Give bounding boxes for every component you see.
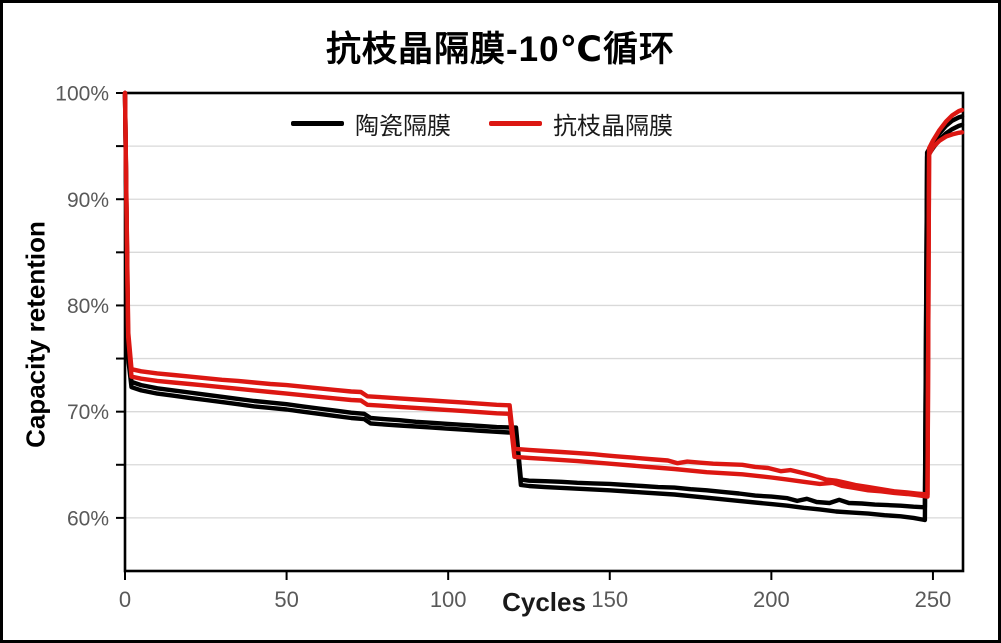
legend: 陶瓷隔膜 抗枝晶隔膜 [291,106,673,141]
series-anti-dendrite-b [122,90,965,499]
line-chart-canvas: 60% 70% 80% 90% 100% 0 50 100 150 200 250 [55,83,965,612]
x-tick-label: 250 [915,587,952,612]
y-tick-label: 60% [67,507,109,530]
legend-item-ceramic: 陶瓷隔膜 [291,106,451,141]
anti-dendrite-line-sample-icon [489,121,542,126]
x-tick-label: 0 [119,587,131,612]
ceramic-line-sample-icon [291,121,344,126]
x-tick-label: 50 [274,587,298,612]
series-anti-dendrite-a [122,90,965,497]
x-tick-label: 200 [753,587,790,612]
chart-title: 抗枝晶隔膜-10℃循环 [326,30,675,69]
y-tick-label: 100% [55,83,109,106]
y-tick-label: 80% [67,295,109,318]
series-ceramic-a [122,90,965,510]
legend-label-ceramic: 陶瓷隔膜 [355,113,451,140]
y-axis-title: Capacity retention [20,221,51,448]
series-ceramic-b [122,90,965,523]
y-tick-label: 70% [67,401,109,424]
x-tick-label: 100 [430,587,467,612]
legend-item-anti-dendrite: 抗枝晶隔膜 [489,106,673,141]
plot-frame [123,91,965,573]
x-tick-label: 150 [591,587,628,612]
legend-label-anti-dendrite: 抗枝晶隔膜 [553,113,673,140]
x-axis-title: Cycles [502,587,586,617]
y-tick-label: 90% [67,189,109,212]
